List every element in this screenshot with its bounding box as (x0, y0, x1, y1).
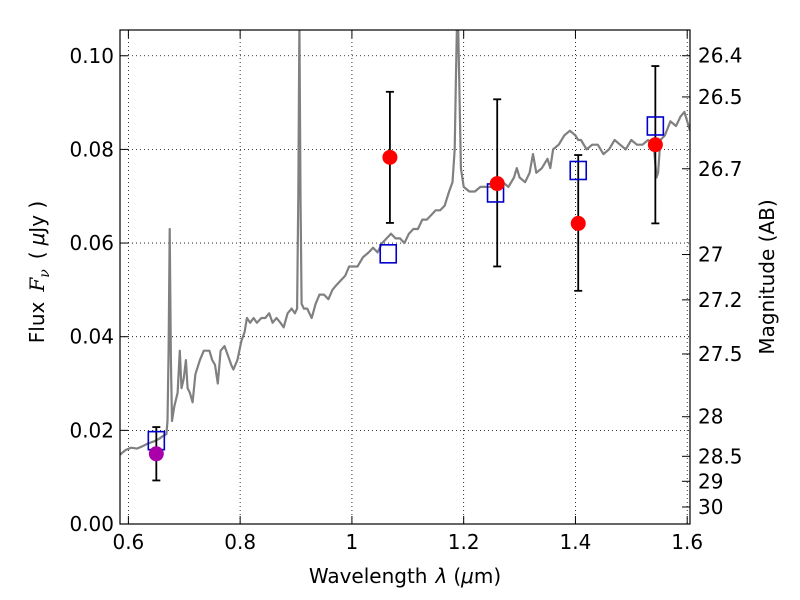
x-axis-label-unit-rest: m) (474, 564, 501, 588)
y-tick-label: 0.04 (69, 325, 114, 349)
observed-flux-marker (148, 446, 164, 462)
y2-tick-label: 27.5 (698, 342, 743, 366)
y2-tick-label: 26.4 (698, 44, 743, 68)
y-axis-label-symbol: F (25, 277, 49, 293)
x-tick-label: 1.4 (560, 530, 592, 554)
y-tick-label: 0.00 (69, 512, 114, 536)
x-tick-label: 1.2 (448, 530, 480, 554)
model-square-marker (646, 116, 665, 136)
y2-axis-label: Magnitude (AB) (755, 199, 779, 354)
observed-flux-marker (570, 215, 586, 231)
x-axis-label-unit-mu: μ (460, 564, 474, 588)
y2-tick-label: 28 (698, 405, 723, 429)
y2-tick-label: 27.2 (698, 288, 743, 312)
x-tick-label: 1.6 (671, 530, 703, 554)
y-axis-label-unit-open: ( (25, 251, 49, 259)
y2-tick-label: 26.5 (698, 85, 743, 109)
y-tick-label: 0.02 (69, 418, 114, 442)
model-square-marker (569, 160, 588, 181)
observed-flux-marker (647, 137, 663, 153)
observed-flux-marker (489, 176, 505, 192)
spectrum-line (120, 30, 690, 456)
y-axis-label-subscript: ν (37, 269, 53, 278)
y2-tick-label: 28.5 (698, 444, 743, 468)
y-axis-label-unit-rest: Jy ) (25, 201, 49, 235)
y2-tick-label: 29 (698, 469, 723, 493)
marker-layer (147, 116, 665, 462)
y2-tick-label: 27 (698, 243, 723, 267)
y2-tick-label: 30 (698, 495, 723, 519)
y-tick-label: 0.08 (69, 137, 114, 161)
y-axis-label: Flux Fν ( μJy ) (25, 201, 53, 343)
x-tick-label: 0.6 (112, 530, 144, 554)
y-axis-label-word: Flux (25, 301, 49, 343)
ticks: 0.6 0.8 1 1.2 1.4 1.6 0.00 0.02 0.04 0.06 0.08 0.10… (69, 30, 743, 554)
y-tick-label: 0.10 (69, 44, 114, 68)
y2-tick-label: 26.7 (698, 157, 743, 181)
x-tick-label: 1 (346, 530, 359, 554)
plot-frame (119, 29, 691, 525)
model-square-marker (379, 244, 398, 264)
observed-flux-marker (382, 149, 398, 165)
spectrum-layer (120, 30, 690, 456)
y-axis-label-unit-mu: μ (25, 233, 49, 247)
x-axis-label-unit-open: ( (453, 564, 461, 588)
x-axis-label: Wavelength λ (μm) (309, 564, 501, 588)
x-axis-label-symbol: λ (434, 564, 447, 588)
x-tick-label: 0.8 (224, 530, 256, 554)
y-tick-label: 0.06 (69, 231, 114, 255)
x-axis-label-word: Wavelength (309, 564, 428, 588)
